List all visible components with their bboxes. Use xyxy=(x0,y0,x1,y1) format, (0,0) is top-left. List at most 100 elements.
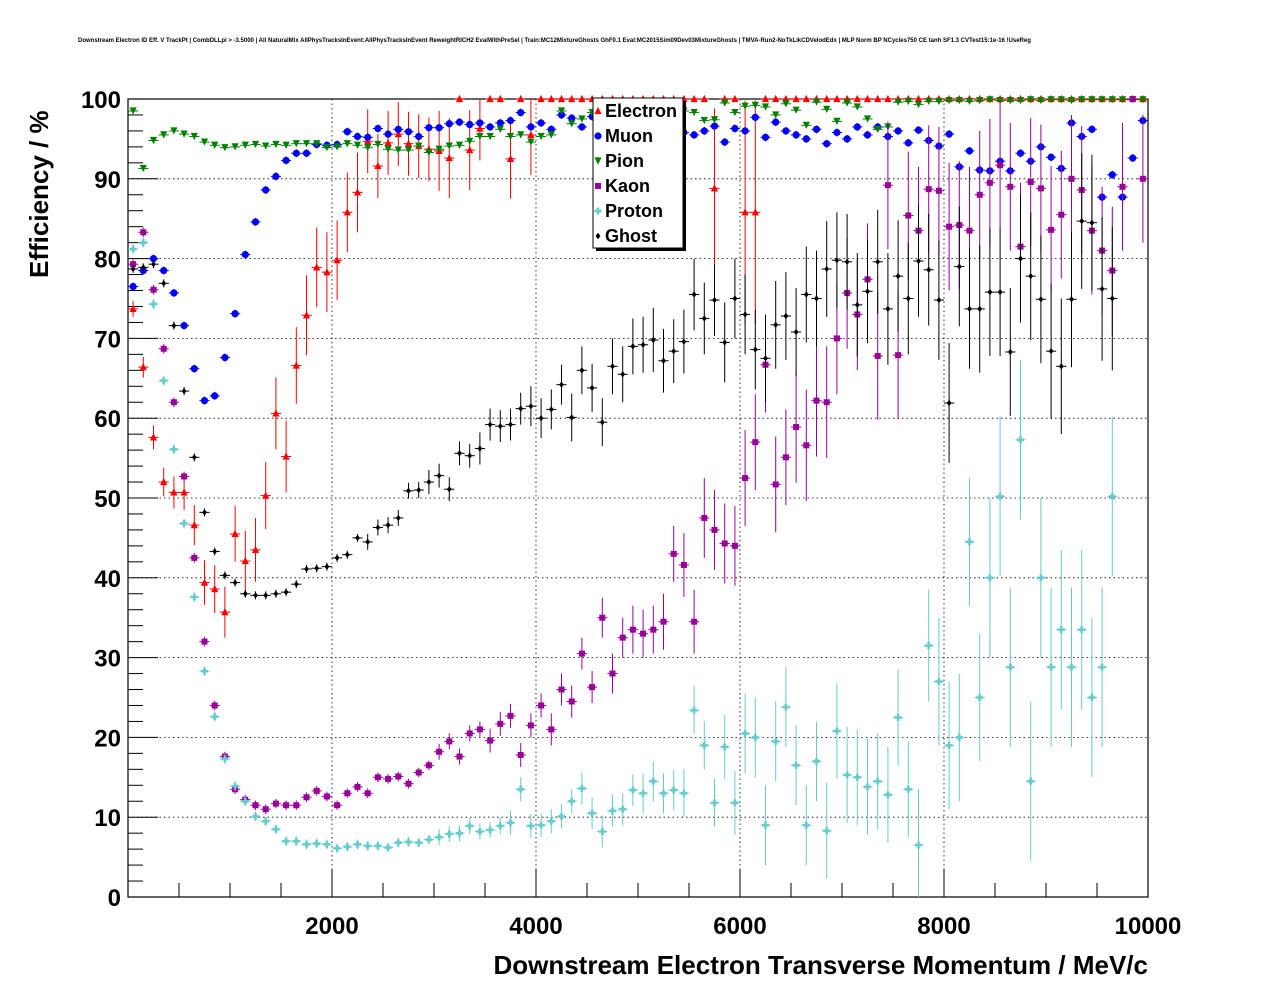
data-point-pion xyxy=(874,125,882,133)
data-point-ghost xyxy=(773,321,779,329)
data-point-electron xyxy=(313,263,321,271)
data-point-kaon xyxy=(640,630,647,637)
data-point-pion xyxy=(1016,96,1025,105)
data-point-pion xyxy=(435,145,443,153)
data-point-pion xyxy=(221,144,229,152)
data-point-electron xyxy=(231,529,239,538)
data-point-muon xyxy=(129,282,137,291)
data-point-ghost xyxy=(181,387,187,395)
y-tick-label-2: 20 xyxy=(94,725,121,752)
data-point-proton xyxy=(405,838,412,846)
data-point-ghost xyxy=(385,521,391,529)
data-point-muon xyxy=(384,130,392,138)
series-pion xyxy=(128,96,1148,173)
data-point-electron xyxy=(914,94,923,103)
data-point-kaon xyxy=(252,802,259,809)
data-point-kaon xyxy=(487,737,494,744)
data-point-electron xyxy=(170,488,178,496)
data-point-pion xyxy=(751,101,759,109)
data-point-ghost xyxy=(681,338,687,345)
data-point-kaon xyxy=(813,397,820,404)
data-point-kaon xyxy=(670,550,677,557)
data-point-muon xyxy=(496,119,504,127)
data-point-kaon xyxy=(262,806,269,813)
data-point-pion xyxy=(792,106,800,114)
data-point-electron xyxy=(211,584,219,593)
data-point-muon xyxy=(506,116,515,125)
data-point-ghost xyxy=(334,554,340,562)
data-point-muon xyxy=(1088,125,1096,133)
data-point-kaon xyxy=(150,286,157,293)
data-point-pion xyxy=(537,132,545,141)
data-point-pion xyxy=(486,132,494,141)
data-point-electron xyxy=(374,161,382,170)
data-point-muon xyxy=(149,255,158,263)
data-point-kaon xyxy=(650,626,657,633)
data-point-proton xyxy=(853,773,861,781)
data-point-kaon xyxy=(1027,178,1034,185)
data-point-proton xyxy=(282,837,290,845)
data-point-proton xyxy=(170,445,178,453)
data-point-muon xyxy=(364,133,372,141)
data-point-electron xyxy=(527,130,535,139)
data-point-proton xyxy=(935,678,943,686)
data-point-pion xyxy=(180,130,188,138)
x-tick-label-2: 6000 xyxy=(713,913,766,940)
data-point-proton xyxy=(598,828,606,836)
data-point-electron xyxy=(751,208,759,216)
data-point-muon xyxy=(486,123,494,131)
data-point-kaon xyxy=(1119,183,1126,190)
data-point-muon xyxy=(802,135,810,143)
data-point-muon xyxy=(445,120,453,128)
data-point-ghost xyxy=(283,588,289,596)
data-point-muon xyxy=(272,172,280,181)
data-point-electron xyxy=(710,184,719,192)
data-point-kaon xyxy=(1007,183,1014,190)
data-point-ghost xyxy=(722,339,728,346)
data-point-proton xyxy=(833,727,841,735)
data-point-ghost xyxy=(395,514,401,522)
data-point-electron xyxy=(568,94,576,103)
data-point-electron xyxy=(833,94,841,103)
data-point-muon xyxy=(894,127,902,135)
data-point-kaon xyxy=(793,423,800,430)
x-axis-label: Downstream Electron Transverse Momentum … xyxy=(493,950,1148,980)
data-point-muon xyxy=(761,133,770,141)
data-point-electron xyxy=(262,491,270,499)
data-point-muon xyxy=(231,310,239,318)
data-point-proton xyxy=(864,783,871,791)
data-point-ghost xyxy=(477,445,483,452)
data-point-proton xyxy=(966,538,973,546)
data-point-pion xyxy=(527,138,535,146)
data-point-kaon xyxy=(425,762,432,769)
data-point-muon xyxy=(700,127,708,135)
data-point-pion xyxy=(262,142,270,150)
data-point-kaon xyxy=(691,618,698,625)
data-point-kaon xyxy=(609,670,616,677)
data-point-electron xyxy=(466,145,474,154)
data-point-ghost xyxy=(497,422,503,430)
data-point-proton xyxy=(476,828,484,836)
data-point-kaon xyxy=(181,473,188,480)
data-point-ghost xyxy=(487,421,493,428)
data-point-ghost xyxy=(987,288,993,296)
data-point-ghost xyxy=(997,288,1003,296)
data-point-ghost xyxy=(355,534,360,542)
data-point-ghost xyxy=(752,346,758,353)
data-point-kaon xyxy=(619,634,626,641)
data-point-pion xyxy=(415,142,423,150)
data-point-pion xyxy=(1098,96,1106,104)
data-point-ghost xyxy=(854,301,860,309)
data-point-pion xyxy=(925,97,933,105)
data-point-pion xyxy=(761,103,770,111)
data-point-ghost xyxy=(324,563,330,570)
data-point-proton xyxy=(507,819,514,827)
data-point-pion xyxy=(700,116,708,125)
data-point-ghost xyxy=(1018,255,1023,262)
data-point-electron xyxy=(394,130,402,138)
y-tick-label-0: 0 xyxy=(108,885,121,912)
data-point-muon xyxy=(833,128,841,137)
data-point-kaon xyxy=(629,626,636,633)
data-point-kaon xyxy=(191,554,198,561)
data-point-kaon xyxy=(874,352,881,359)
